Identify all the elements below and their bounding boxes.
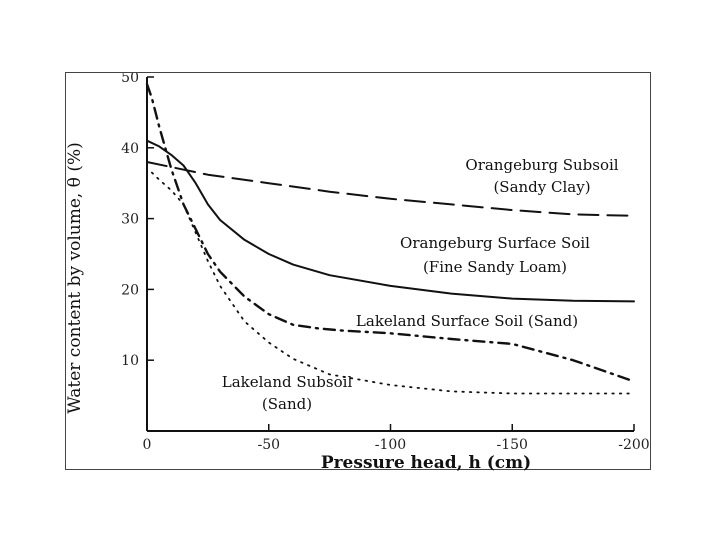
- series-annotation: Orangeburg Subsoil (Sandy Clay): [465, 156, 618, 196]
- annotation-line: Orangeburg Subsoil: [465, 156, 618, 174]
- series-line: [146, 161, 635, 217]
- series-line: [151, 171, 635, 395]
- series-annotation: Lakeland Subsoil (Sand): [222, 373, 353, 413]
- x-tick-label: 0: [143, 437, 152, 453]
- x-tick-label: -200: [618, 437, 649, 453]
- axes: [146, 76, 635, 432]
- x-axis-title: Pressure head, h (cm): [321, 453, 531, 471]
- tick-labels: 10 20 30 40 50 0 -50 -100 -150 -200: [121, 73, 650, 453]
- y-tick-label: 40: [121, 141, 139, 157]
- water-retention-chart: 10 20 30 40 50 0 -50 -100 -150 -200 Orangeburg Su…: [66, 73, 650, 471]
- y-axis-title: Water content by volume, θ (%): [66, 142, 85, 414]
- annotation-line: Orangeburg Surface Soil: [400, 234, 590, 252]
- series-layer: [145, 82, 636, 395]
- annotation-line: (Sand): [262, 395, 312, 413]
- y-tick-label: 30: [121, 212, 139, 228]
- annotation-line: (Fine Sandy Loam): [423, 258, 567, 276]
- annotation-line: Lakeland Surface Soil (Sand): [356, 312, 578, 330]
- series-annotation: Lakeland Surface Soil (Sand): [356, 312, 578, 330]
- y-tick-label: 10: [121, 353, 139, 369]
- y-tick-label: 20: [121, 282, 139, 298]
- annotation-line: (Sandy Clay): [493, 178, 590, 196]
- series-line: [146, 139, 635, 303]
- series-line: [145, 82, 636, 383]
- x-tick-label: -150: [497, 437, 528, 453]
- annotations: Orangeburg Subsoil (Sandy Clay)Orangeburg…: [222, 156, 619, 413]
- series-annotation: Orangeburg Surface Soil (Fine Sandy Loam): [400, 234, 590, 276]
- x-tick-label: -100: [375, 437, 406, 453]
- y-tick-label: 50: [121, 73, 139, 86]
- figure-frame: 10 20 30 40 50 0 -50 -100 -150 -200 Orangeburg Su…: [65, 72, 651, 471]
- x-tick-label: -50: [257, 437, 280, 453]
- annotation-line: Lakeland Subsoil: [222, 373, 353, 391]
